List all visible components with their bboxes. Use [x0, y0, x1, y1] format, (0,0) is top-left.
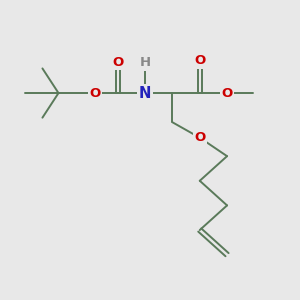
- Text: N: N: [139, 85, 152, 100]
- Text: O: O: [221, 86, 233, 100]
- Text: O: O: [90, 86, 101, 100]
- Text: O: O: [112, 56, 124, 69]
- Text: O: O: [194, 54, 206, 67]
- Text: O: O: [194, 131, 206, 144]
- Text: H: H: [140, 56, 151, 69]
